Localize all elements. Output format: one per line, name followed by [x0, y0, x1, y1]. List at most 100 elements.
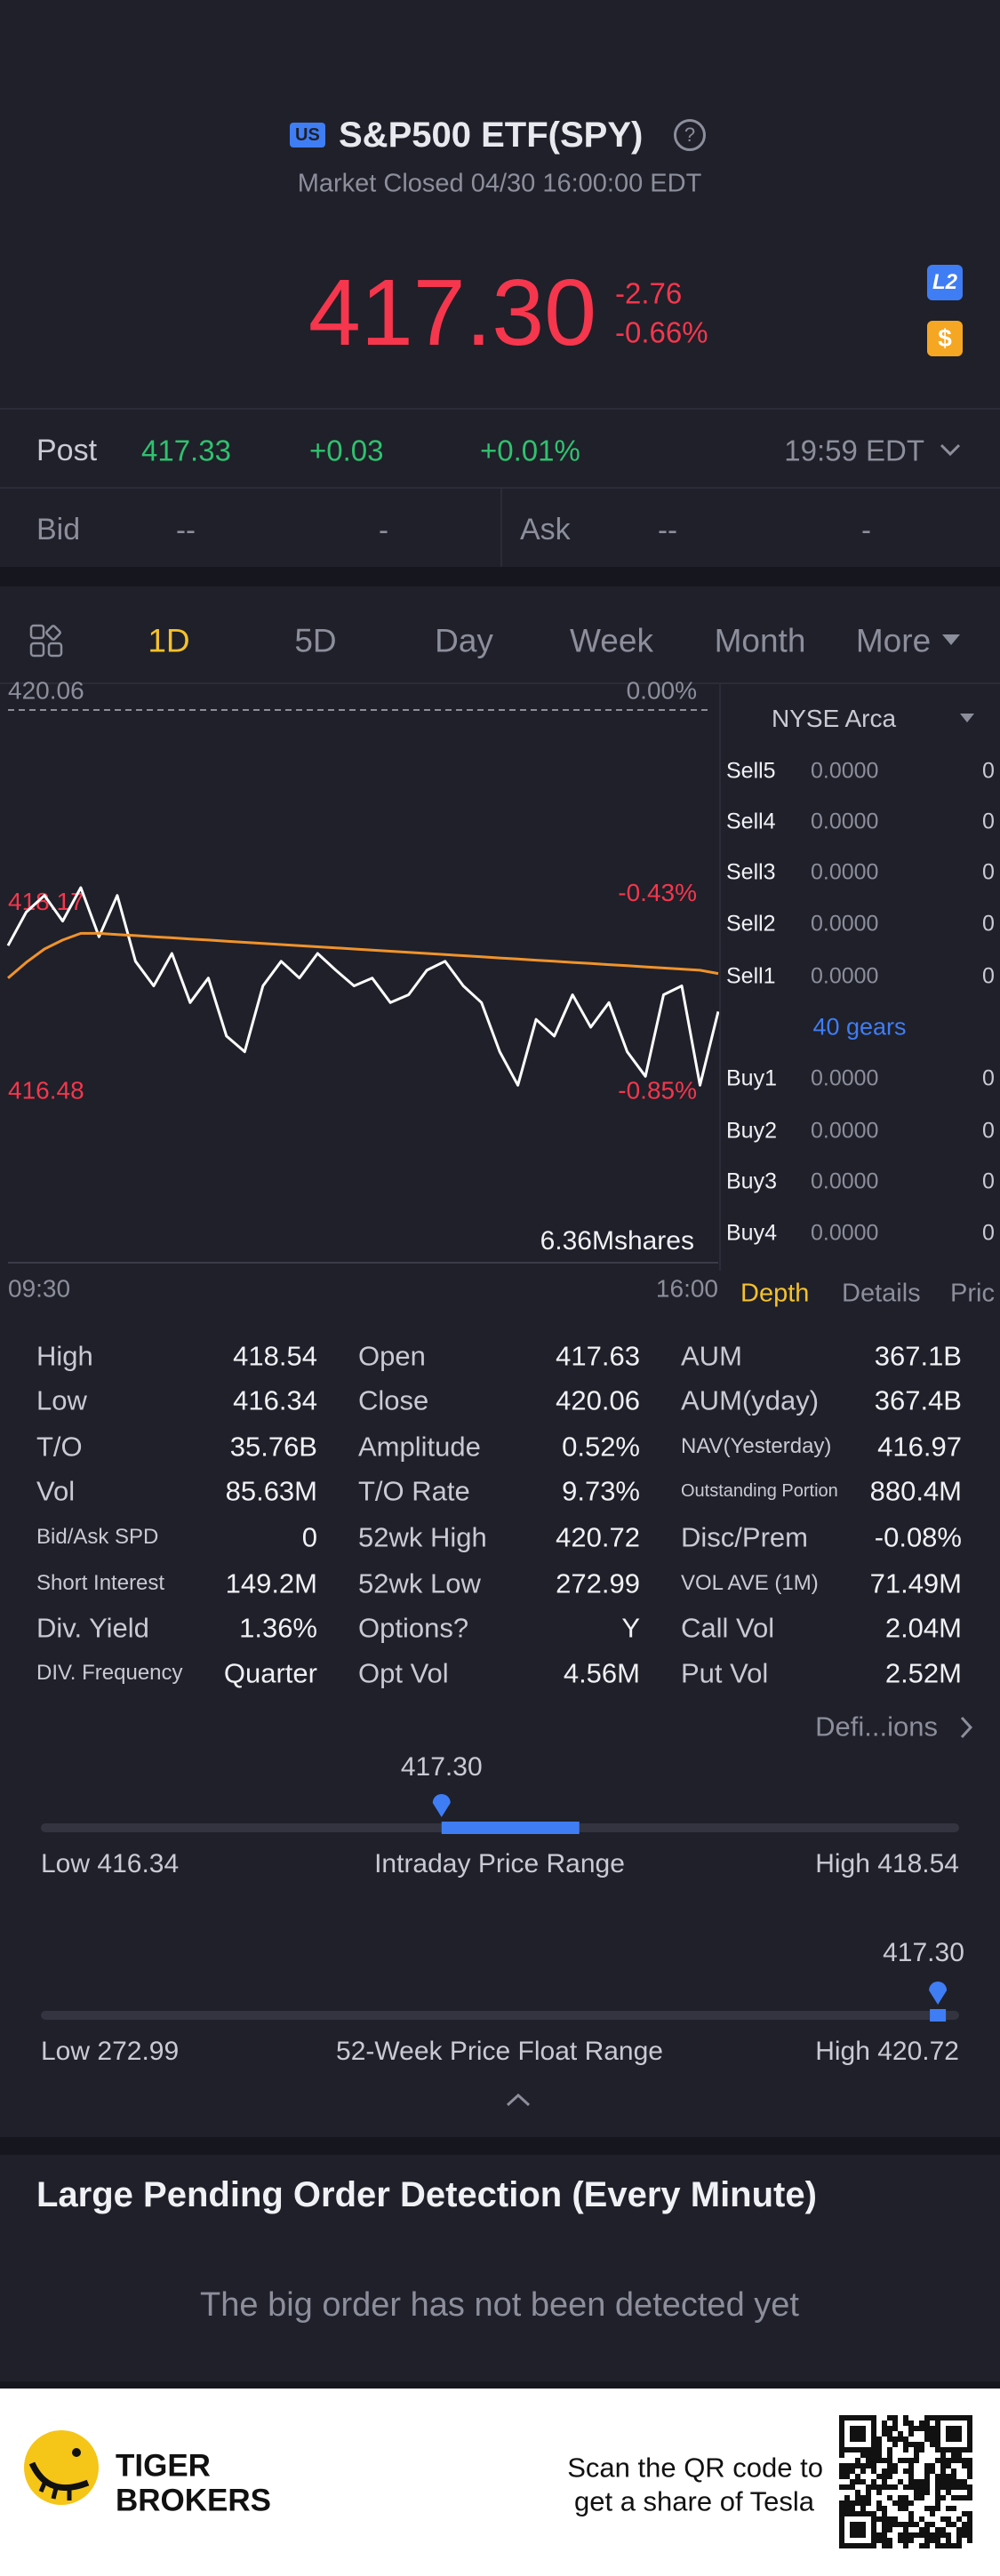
qr-module — [866, 2452, 871, 2458]
qr-module — [887, 2458, 892, 2463]
qr-module — [903, 2532, 908, 2538]
qr-module — [855, 2479, 860, 2484]
qr-module — [882, 2431, 887, 2436]
qr-module — [887, 2543, 892, 2548]
qr-module — [914, 2479, 919, 2484]
period-tab[interactable]: 5D — [294, 622, 337, 659]
exchange-name[interactable]: NYSE Arca — [772, 705, 897, 732]
qr-module — [871, 2468, 876, 2474]
qr-module — [946, 2479, 951, 2484]
qr-module — [892, 2484, 898, 2490]
qr-module — [876, 2484, 882, 2490]
qr-module — [924, 2527, 930, 2532]
level2-icon[interactable]: L2 — [927, 265, 963, 300]
stat-label: Bid/Ask SPD — [36, 1525, 159, 1549]
stat-value: 272.99 — [556, 1567, 640, 1599]
range-low-prefix: Low — [41, 2037, 91, 2066]
book-label: Buy3 — [726, 1168, 777, 1194]
qr-module — [956, 2538, 962, 2543]
qr-module — [919, 2516, 924, 2522]
book-size: 0 — [982, 809, 995, 834]
qr-module — [930, 2532, 935, 2538]
panel-tab[interactable]: Pric — [950, 1279, 995, 1308]
stat-label: Amplitude — [358, 1431, 481, 1463]
range-marker — [432, 1794, 451, 1817]
panel-tab[interactable]: Depth — [740, 1279, 810, 1308]
qr-module — [908, 2522, 914, 2527]
book-label: Sell5 — [726, 758, 776, 784]
qr-module — [876, 2500, 882, 2506]
layout-icon[interactable] — [29, 624, 63, 658]
qr-module — [903, 2506, 908, 2511]
qr-module — [946, 2458, 951, 2463]
qr-module — [892, 2522, 898, 2527]
range-high: High 420.72 — [815, 2038, 959, 2065]
stat-value: 416.34 — [233, 1384, 317, 1416]
qr-module — [951, 2479, 956, 2484]
definitions-link[interactable]: Defi...ions — [815, 1711, 938, 1743]
qr-module — [914, 2484, 919, 2490]
qr-module — [903, 2484, 908, 2490]
qr-module — [908, 2458, 914, 2463]
qr-module — [967, 2532, 972, 2538]
qr-module — [914, 2458, 919, 2463]
chevron-right[interactable] — [958, 1715, 974, 1740]
qr-finder — [839, 2511, 876, 2548]
qr-module — [940, 2532, 946, 2538]
range-track — [41, 2011, 959, 2020]
qr-module — [898, 2479, 903, 2484]
panel-tab[interactable]: Details — [842, 1279, 921, 1308]
qr-module — [924, 2420, 930, 2426]
period-tab[interactable]: 1D — [148, 622, 190, 659]
collapse-caret[interactable] — [505, 2092, 532, 2108]
period-tab[interactable]: Day — [435, 622, 493, 659]
chevron-down[interactable] — [939, 442, 962, 459]
x-tick-label: 16:00 — [656, 1274, 718, 1302]
qr-module — [914, 2452, 919, 2458]
book-price: 0.0000 — [811, 1118, 879, 1144]
stat-value: 71.49M — [869, 1567, 962, 1599]
stat-label: Short Interest — [36, 1571, 165, 1595]
qr-module — [882, 2484, 887, 2490]
period-tab[interactable]: Month — [714, 622, 806, 659]
qr-module — [924, 2474, 930, 2479]
gears-link[interactable]: 40 gears — [812, 1013, 907, 1041]
qr-module — [903, 2538, 908, 2543]
currency-icon[interactable]: $ — [927, 321, 963, 356]
qr-module — [967, 2538, 972, 2543]
qr-module — [946, 2516, 951, 2522]
price-change-pct: -0.66% — [615, 315, 708, 349]
range-segment — [930, 2009, 947, 2022]
qr-module — [892, 2420, 898, 2426]
qr-module — [924, 2431, 930, 2436]
qr-module — [924, 2543, 930, 2548]
qr-module — [967, 2484, 972, 2490]
promo-text: Scan the QR code to — [567, 2452, 823, 2484]
qr-module — [844, 2463, 850, 2468]
period-tab[interactable]: Week — [570, 622, 653, 659]
qr-module — [967, 2527, 972, 2532]
stat-value: 417.63 — [556, 1340, 640, 1372]
qr-module — [924, 2490, 930, 2495]
help-icon[interactable]: ? — [674, 119, 706, 151]
book-label: Sell4 — [726, 809, 776, 834]
qr-module — [887, 2516, 892, 2522]
period-tab[interactable]: More — [855, 622, 932, 659]
qr-module — [946, 2490, 951, 2495]
qr-module — [844, 2495, 850, 2500]
y-tick-label: 416.48 — [8, 1076, 84, 1104]
post-change-pct: +0.01% — [480, 434, 580, 467]
qr-module — [962, 2522, 967, 2527]
qr-module — [860, 2495, 866, 2500]
qr-module — [908, 2420, 914, 2426]
stat-value: 9.73% — [562, 1475, 640, 1507]
section-title: Large Pending Order Detection (Every Min… — [36, 2175, 817, 2214]
qr-module — [876, 2532, 882, 2538]
qr-module — [898, 2532, 903, 2538]
book-price: 0.0000 — [811, 809, 879, 834]
range-high: High 418.54 — [815, 1851, 959, 1878]
brand-name: TIGER — [116, 2448, 211, 2484]
qr-module — [882, 2511, 887, 2516]
stat-label: DIV. Frequency — [36, 1661, 183, 1685]
